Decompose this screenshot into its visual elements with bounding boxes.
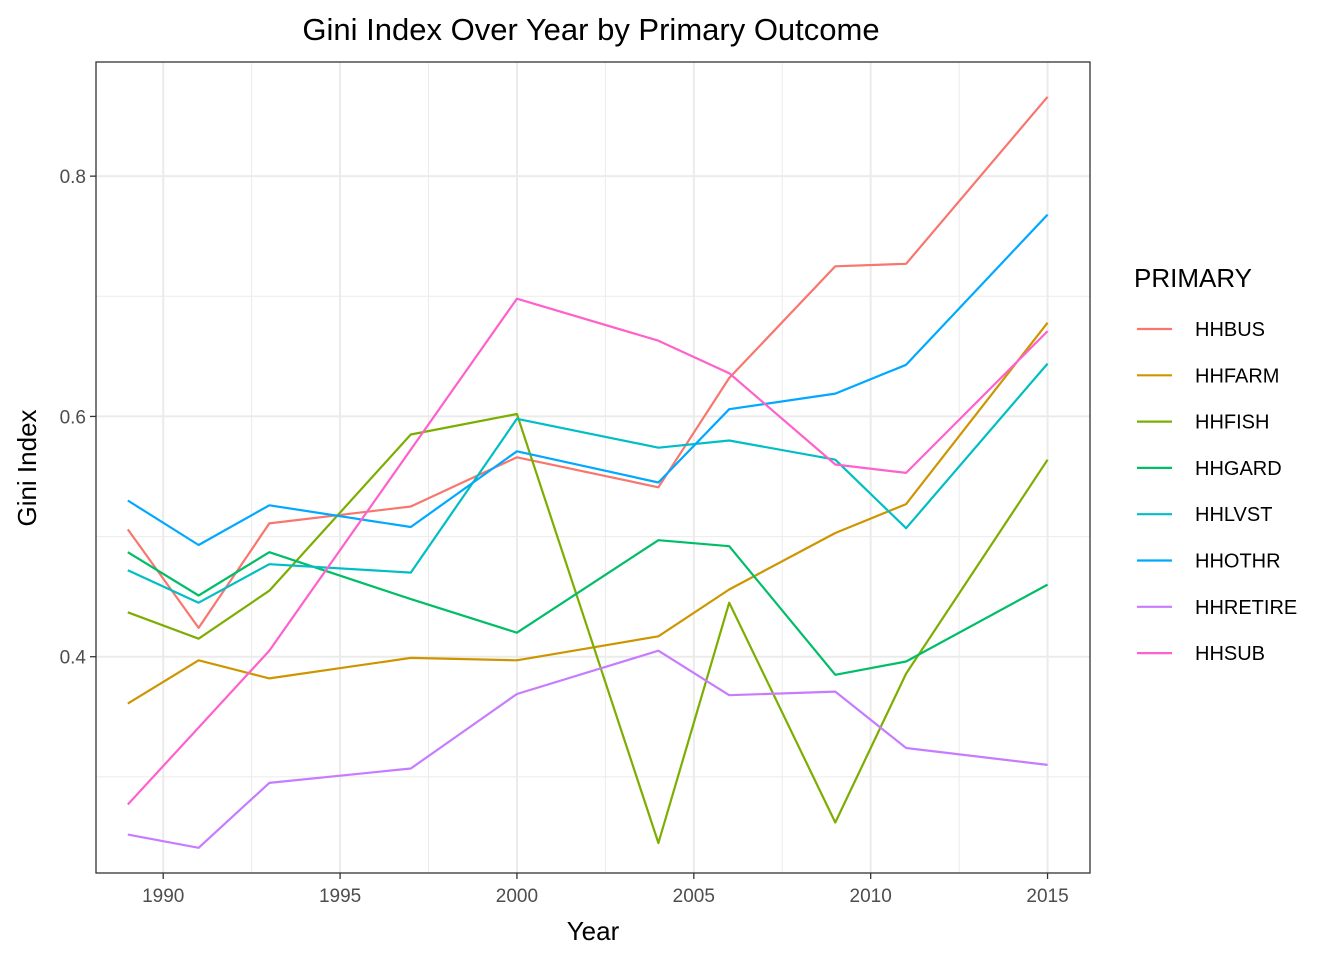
x-tick-label: 2010 (850, 886, 892, 907)
y-axis-title: Gini Index (12, 409, 42, 526)
legend-title: PRIMARY (1134, 263, 1252, 293)
legend-item-hhbus: HHBUS (1137, 319, 1265, 341)
legend-item-hhothr: HHOTHR (1137, 551, 1281, 573)
x-axis-title: Year (567, 916, 620, 946)
legend-label: HHOTHR (1195, 551, 1281, 573)
series-line-hhfarm (127, 322, 1049, 705)
y-tick-label: 0.6 (60, 407, 86, 428)
legend-item-hhfarm: HHFARM (1137, 365, 1279, 387)
y-tick-label: 0.8 (60, 167, 86, 188)
plot-panel-border (95, 61, 1091, 874)
series-line-hhbus (126, 96, 1049, 629)
series-line-hhsub (126, 297, 1049, 806)
series-line-hhfish (127, 412, 1049, 845)
legend: PRIMARY HHBUS HHFARM HHFISH HHGARD HHLVST HHO… (1134, 263, 1297, 665)
legend-label: HHBUS (1195, 319, 1265, 341)
x-tick-label: 1990 (142, 886, 184, 907)
legend-label: HHFARM (1195, 365, 1279, 387)
x-tick-label: 2015 (1026, 886, 1068, 907)
legend-label: HHFISH (1195, 412, 1269, 434)
legend-label: HHSUB (1195, 643, 1265, 665)
legend-label: HHRETIRE (1195, 597, 1297, 619)
legend-item-hhfish: HHFISH (1137, 412, 1269, 434)
series-line-hhlvst (127, 362, 1049, 604)
x-tick-label: 2000 (496, 886, 538, 907)
legend-item-hhretire: HHRETIRE (1137, 597, 1297, 619)
legend-item-hhlvst: HHLVST (1137, 504, 1272, 526)
legend-item-hhgard: HHGARD (1137, 458, 1282, 480)
series-line-hhothr (127, 213, 1049, 547)
y-tick-label: 0.4 (60, 648, 87, 669)
series-line-hhretire (127, 649, 1048, 849)
grid-layer (96, 62, 1090, 873)
series-layer (126, 96, 1049, 849)
legend-label: HHLVST (1195, 504, 1272, 526)
legend-item-hhsub: HHSUB (1137, 643, 1265, 665)
x-axis: 1990 1995 2000 2005 2010 2015 (142, 873, 1069, 907)
series-line-hhgard (127, 539, 1049, 676)
chart-title: Gini Index Over Year by Primary Outcome (302, 12, 879, 47)
legend-label: HHGARD (1195, 458, 1282, 480)
y-axis: 0.4 0.6 0.8 (60, 167, 96, 669)
x-tick-label: 1995 (319, 886, 361, 907)
legend-items: HHBUS HHFARM HHFISH HHGARD HHLVST HHOTHR HHRET… (1137, 319, 1297, 665)
x-tick-label: 2005 (673, 886, 715, 907)
